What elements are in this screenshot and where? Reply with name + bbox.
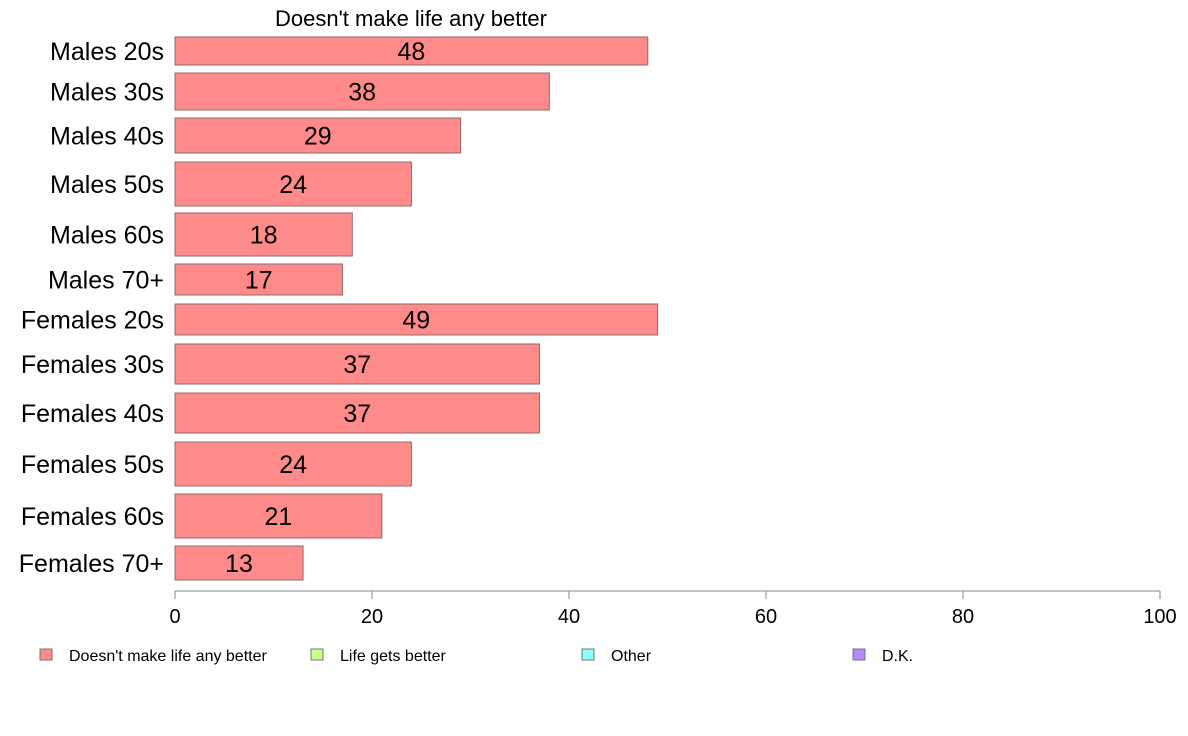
bar	[174, 36, 649, 66]
bar	[174, 117, 462, 154]
bar	[174, 545, 304, 581]
data-label: 21	[265, 503, 293, 531]
legend: Doesn't make life any better Life gets be…	[39, 648, 913, 665]
bar	[174, 493, 383, 539]
x-tick-label: 20	[361, 606, 383, 628]
data-label: 49	[402, 307, 430, 335]
category-label: Females 30s	[21, 351, 164, 379]
category-label: Males 50s	[50, 171, 164, 199]
bar-row: Males 30s 38	[50, 72, 550, 111]
bars-group: Males 20s 48 Males 30s 38 Males 40s 29 Males 5…	[19, 36, 659, 581]
category-label: Males 40s	[50, 123, 164, 151]
data-label: 18	[250, 222, 278, 250]
legend-item: Other	[581, 648, 652, 665]
data-label: 48	[397, 38, 425, 66]
bar-row: Females 20s 49	[21, 303, 659, 336]
bar-row: Males 60s 18	[50, 212, 353, 257]
bar-row: Males 50s 24	[50, 161, 412, 207]
bar	[174, 161, 412, 207]
legend-item: D.K.	[852, 648, 913, 665]
x-tick-label: 0	[169, 606, 180, 628]
legend-swatch	[852, 648, 866, 661]
category-label: Females 50s	[21, 451, 164, 479]
legend-item: Doesn't make life any better	[39, 648, 267, 665]
bar	[174, 263, 343, 296]
category-label: Females 60s	[21, 503, 164, 531]
x-tick-label: 80	[952, 606, 974, 628]
bar-row: Males 20s 48	[50, 36, 649, 66]
data-label: 37	[343, 351, 371, 379]
bar	[174, 392, 540, 434]
data-label: 37	[343, 400, 371, 428]
legend-label: Life gets better	[340, 648, 447, 665]
legend-label: D.K.	[882, 648, 913, 665]
bar	[174, 441, 412, 487]
bar-row: Females 60s 21	[21, 493, 383, 539]
x-tick-label: 40	[558, 606, 580, 628]
bar	[174, 303, 659, 336]
bar-row: Females 40s 37	[21, 392, 540, 434]
legend-label: Doesn't make life any better	[69, 648, 267, 665]
category-label: Females 40s	[21, 400, 164, 428]
bar-row: Males 70+ 17	[48, 263, 343, 296]
bar-row: Females 30s 37	[21, 343, 540, 385]
category-label: Females 20s	[21, 307, 164, 335]
legend-swatch	[581, 648, 595, 661]
data-label: 24	[279, 451, 307, 479]
bar-row: Females 70+ 13	[19, 545, 304, 581]
x-tick-label: 60	[755, 606, 777, 628]
legend-swatch	[310, 648, 324, 661]
category-label: Females 70+	[19, 550, 164, 578]
bar	[174, 72, 550, 111]
data-label: 38	[348, 79, 376, 107]
chart-title: Doesn't make life any better	[275, 6, 547, 31]
legend-swatch	[39, 648, 53, 661]
data-label: 24	[279, 171, 307, 199]
category-label: Males 20s	[50, 38, 164, 66]
x-axis: 0 20 40 60 80 100	[169, 590, 1177, 628]
legend-label: Other	[611, 648, 652, 665]
category-label: Males 70+	[48, 267, 164, 295]
bar	[174, 212, 353, 257]
category-label: Males 60s	[50, 222, 164, 250]
data-label: 13	[225, 550, 253, 578]
bar	[174, 343, 540, 385]
category-label: Males 30s	[50, 79, 164, 107]
data-label: 29	[304, 123, 332, 151]
legend-item: Life gets better	[310, 648, 447, 665]
bar-row: Females 50s 24	[21, 441, 412, 487]
x-tick-label: 100	[1143, 606, 1176, 628]
data-label: 17	[245, 267, 273, 295]
bar-row: Males 40s 29	[50, 117, 462, 154]
